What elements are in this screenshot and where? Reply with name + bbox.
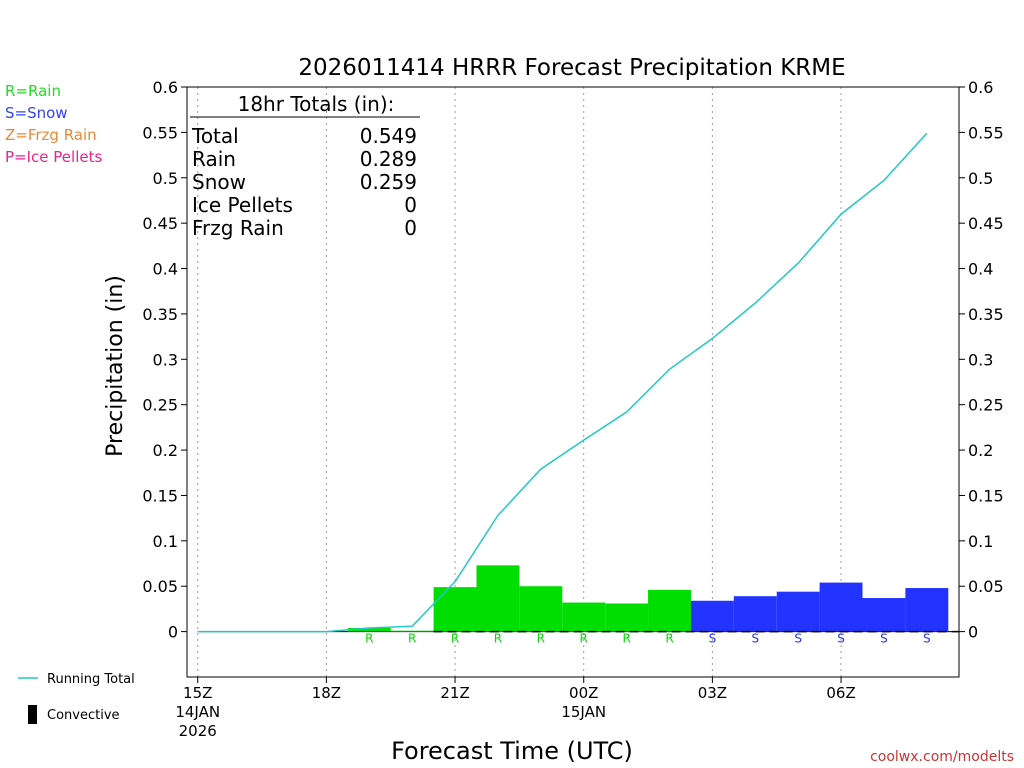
x-tick-label: 18Z [312, 684, 341, 702]
totals-row-label: Rain [192, 147, 236, 171]
precip-bar [648, 589, 691, 632]
precip-type-label: S [880, 632, 888, 646]
precip-bar [776, 591, 820, 632]
y-tick-label-right: 0.3 [968, 350, 993, 369]
plot-frame [186, 86, 960, 678]
y-tick-label-left: 0.1 [153, 532, 178, 551]
totals-row-label: Ice Pellets [192, 193, 293, 217]
y-tick-label-right: 0.15 [968, 486, 1004, 505]
totals-header: 18hr Totals (in): [238, 92, 395, 116]
y-tick-label-left: 0.5 [153, 169, 178, 188]
precip-bar [519, 586, 563, 632]
precip-bar [605, 603, 649, 632]
y-tick-label-left: 0.4 [153, 260, 178, 279]
precip-type-label: R [537, 632, 545, 646]
totals-row-label: Snow [192, 170, 246, 194]
precip-bar [905, 588, 949, 632]
precip-bar [733, 596, 777, 632]
y-tick-label-right: 0.2 [968, 441, 993, 460]
x-tick-label: 00Z [569, 684, 598, 702]
precip-bar [476, 565, 520, 632]
precip-bar [819, 582, 863, 632]
series-legend: Running Total Convective [18, 672, 135, 724]
y-tick-label-right: 0.55 [968, 123, 1004, 142]
precip-type-label: R [665, 632, 673, 646]
type-legend-entry: P=Ice Pellets [5, 148, 102, 166]
x-tick-label: 06Z [826, 684, 855, 702]
precip-bar [433, 587, 477, 632]
y-tick-label-right: 0 [968, 623, 978, 642]
precip-type-label: S [837, 632, 845, 646]
totals-row-value: 0.289 [360, 147, 417, 171]
plot-area: R R R R R R R R S S S S S S0 00.05 0.050.1 0.10.15 0.150.… [142, 78, 1003, 740]
precip-type-label: S [751, 632, 759, 646]
precip-type-label: R [408, 632, 416, 646]
y-tick-label-right: 0.25 [968, 396, 1004, 415]
y-axis-label: Precipitation (in) [103, 275, 128, 457]
y-tick-label-right: 0.1 [968, 532, 993, 551]
x-tick-label: 2026 [179, 722, 217, 740]
totals-row-value: 0 [404, 193, 417, 217]
y-tick-label-left: 0.35 [142, 305, 178, 324]
credit-text: coolwx.com/modelts [870, 749, 1014, 765]
x-tick-label: 21Z [440, 684, 469, 702]
precip-type-label: S [923, 632, 931, 646]
convective-legend-swatch [28, 705, 37, 724]
series-legend-label: Running Total [47, 672, 135, 687]
y-tick-label-left: 0.45 [142, 214, 178, 233]
precip-type-label: R [622, 632, 630, 646]
totals-row-value: 0.549 [360, 124, 417, 148]
precip-type-label: R [494, 632, 502, 646]
precip-type-label: R [580, 632, 588, 646]
y-tick-label-left: 0.05 [142, 577, 178, 596]
x-tick-label: 03Z [698, 684, 727, 702]
precip-type-label: R [365, 632, 373, 646]
type-legend-entry: S=Snow [5, 104, 68, 122]
y-tick-label-right: 0.5 [968, 169, 993, 188]
x-tick-label: 15JAN [561, 703, 606, 721]
y-tick-label-left: 0.55 [142, 123, 178, 142]
totals-row-value: 0 [404, 216, 417, 240]
totals-row-label: Frzg Rain [192, 216, 284, 240]
precip-bar [690, 600, 734, 632]
precip-bar [862, 598, 906, 632]
chart-title: 2026011414 HRRR Forecast Precipitation K… [298, 55, 845, 81]
y-tick-label-left: 0.25 [142, 396, 178, 415]
y-tick-label-left: 0 [168, 623, 178, 642]
y-tick-label-right: 0.05 [968, 577, 1004, 596]
y-tick-label-right: 0.6 [968, 78, 993, 97]
precip-type-label: S [709, 632, 717, 646]
precip-bar [562, 602, 606, 632]
x-axis-label: Forecast Time (UTC) [391, 737, 633, 765]
running-total-line [197, 132, 928, 633]
type-legend-entry: Z=Frzg Rain [5, 126, 97, 144]
type-legend-entry: R=Rain [5, 82, 61, 100]
totals-row-value: 0.259 [360, 170, 417, 194]
y-tick-label-left: 0.6 [153, 78, 178, 97]
precip-bar [390, 630, 434, 632]
y-tick-label-left: 0.2 [153, 441, 178, 460]
y-tick-label-right: 0.4 [968, 260, 993, 279]
y-tick-label-left: 0.3 [153, 350, 178, 369]
y-tick-label-left: 0.15 [142, 486, 178, 505]
totals-box: 18hr Totals (in): Total 0.549 Rain 0.289 Snow… [190, 92, 420, 240]
precip-type-legend: R=Rain S=Snow Z=Frzg Rain P=Ice Pellets [5, 82, 102, 166]
x-tick-label: 15Z [183, 684, 212, 702]
y-tick-label-right: 0.35 [968, 305, 1004, 324]
series-legend-label: Convective [47, 708, 120, 723]
precip-type-label: R [451, 632, 459, 646]
precip-bar [347, 627, 391, 632]
x-tick-label: 14JAN [175, 703, 220, 721]
precip-type-label: S [794, 632, 802, 646]
y-tick-label-right: 0.45 [968, 214, 1004, 233]
totals-row-label: Total [191, 124, 239, 148]
